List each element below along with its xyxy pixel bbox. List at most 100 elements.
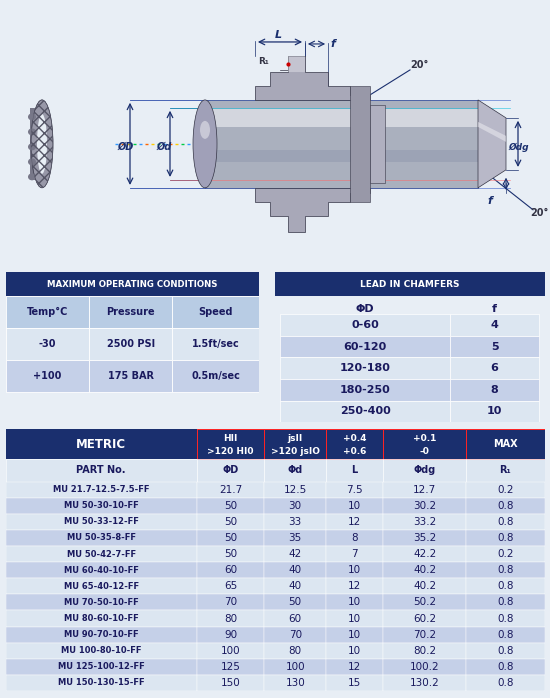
Text: MU 150-130-15-FF: MU 150-130-15-FF <box>58 678 145 688</box>
Text: 130: 130 <box>285 678 305 688</box>
Polygon shape <box>478 122 506 142</box>
Bar <box>89 328 173 360</box>
Text: 0.8: 0.8 <box>497 662 514 672</box>
Bar <box>89 360 173 392</box>
Bar <box>6 562 197 578</box>
Text: 35.2: 35.2 <box>413 533 436 543</box>
Text: 33.2: 33.2 <box>413 517 436 527</box>
Bar <box>450 357 539 379</box>
Text: 30: 30 <box>289 500 302 511</box>
Text: 0.8: 0.8 <box>497 678 514 688</box>
Bar <box>383 578 466 595</box>
Ellipse shape <box>193 100 217 188</box>
Bar <box>6 578 197 595</box>
Text: 50: 50 <box>224 533 237 543</box>
Text: 42: 42 <box>289 549 302 559</box>
Ellipse shape <box>28 128 36 135</box>
Bar <box>264 562 326 578</box>
Text: METRIC: METRIC <box>76 438 126 451</box>
Bar <box>264 578 326 595</box>
Text: 10: 10 <box>348 614 361 623</box>
Text: >120 jsIO: >120 jsIO <box>271 447 320 456</box>
Text: ØD: ØD <box>117 142 133 152</box>
Bar <box>466 627 544 643</box>
Text: LEAD IN CHAMFERS: LEAD IN CHAMFERS <box>360 280 459 289</box>
Bar <box>264 643 326 659</box>
Text: 0.2: 0.2 <box>497 484 514 495</box>
Text: R₁: R₁ <box>499 466 512 475</box>
Text: 0-60: 0-60 <box>351 320 379 330</box>
Text: MU 125-100-12-FF: MU 125-100-12-FF <box>58 662 145 671</box>
Text: Speed: Speed <box>198 307 233 317</box>
Polygon shape <box>255 56 370 100</box>
Text: 100.2: 100.2 <box>410 662 439 672</box>
Bar <box>383 459 466 482</box>
Bar <box>326 530 383 546</box>
Text: 40.2: 40.2 <box>413 581 436 591</box>
Text: 90: 90 <box>224 630 237 639</box>
Text: -0: -0 <box>420 447 430 456</box>
Bar <box>450 336 539 357</box>
Bar <box>383 429 466 459</box>
Text: 60-120: 60-120 <box>344 341 387 352</box>
Bar <box>264 595 326 611</box>
Text: HII: HII <box>223 434 238 443</box>
Text: +100: +100 <box>33 371 62 381</box>
Bar <box>6 675 197 691</box>
Bar <box>450 314 539 336</box>
Bar <box>280 336 450 357</box>
Text: 100: 100 <box>285 662 305 672</box>
Bar <box>264 498 326 514</box>
Bar <box>264 659 326 675</box>
Text: 12: 12 <box>348 581 361 591</box>
Bar <box>280 401 450 422</box>
Text: 40: 40 <box>289 565 302 575</box>
Bar <box>6 627 197 643</box>
Text: 0.8: 0.8 <box>497 646 514 655</box>
Text: 60.2: 60.2 <box>413 614 436 623</box>
Text: 10: 10 <box>348 630 361 639</box>
Bar <box>466 514 544 530</box>
Bar <box>264 546 326 562</box>
Bar <box>197 514 264 530</box>
Bar <box>173 360 258 392</box>
Text: 80: 80 <box>289 646 302 655</box>
Bar <box>466 578 544 595</box>
Bar <box>205 150 478 162</box>
Text: 10: 10 <box>348 565 361 575</box>
Bar <box>197 429 264 459</box>
Text: 7.5: 7.5 <box>346 484 363 495</box>
Text: 15: 15 <box>348 678 361 688</box>
Text: 6: 6 <box>491 363 499 373</box>
Text: 100: 100 <box>221 646 240 655</box>
Text: 250-400: 250-400 <box>340 406 390 417</box>
Bar <box>326 546 383 562</box>
Bar <box>6 611 197 627</box>
Bar <box>6 429 197 459</box>
Ellipse shape <box>28 113 36 120</box>
Bar <box>326 627 383 643</box>
Bar <box>383 482 466 498</box>
Bar <box>326 578 383 595</box>
Text: MU 65-40-12-FF: MU 65-40-12-FF <box>64 582 139 591</box>
Bar <box>264 530 326 546</box>
Bar <box>173 328 258 360</box>
Bar <box>326 659 383 675</box>
Bar <box>6 459 197 482</box>
Text: MU 21.7-12.5-7.5-FF: MU 21.7-12.5-7.5-FF <box>53 485 150 494</box>
Text: 0.8: 0.8 <box>497 597 514 607</box>
Text: -30: -30 <box>39 339 56 349</box>
Bar <box>466 595 544 611</box>
Bar <box>466 675 544 691</box>
Text: 10: 10 <box>348 597 361 607</box>
Text: PART No.: PART No. <box>76 466 126 475</box>
Text: 0.8: 0.8 <box>497 533 514 543</box>
Bar <box>264 611 326 627</box>
Bar <box>6 498 197 514</box>
Bar <box>6 360 89 392</box>
Ellipse shape <box>37 114 47 174</box>
Bar <box>264 514 326 530</box>
Text: MU 80-60-10-FF: MU 80-60-10-FF <box>64 614 139 623</box>
Bar <box>466 429 544 459</box>
Text: MAX: MAX <box>493 439 518 450</box>
